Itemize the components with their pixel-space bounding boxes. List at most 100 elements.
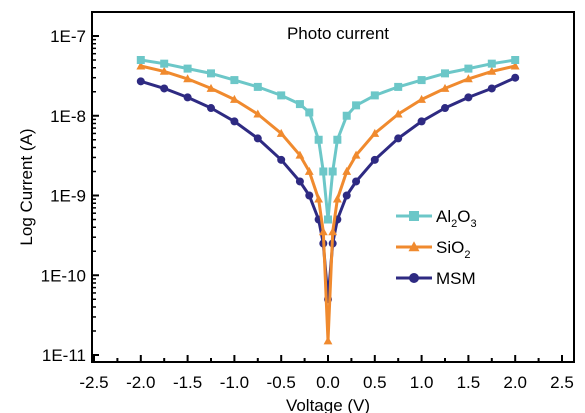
data-point-sio2 (342, 166, 352, 175)
data-point-msm (511, 73, 520, 82)
series-al2o3 (136, 56, 520, 224)
data-point-al2o3 (305, 108, 314, 117)
data-point-al2o3 (160, 59, 169, 68)
x-axis-title: Voltage (V) (286, 396, 370, 413)
y-tick-labels: 1E-11 1E-10 1E-9 1E-8 1E-7 (41, 27, 86, 365)
data-point-sio2 (253, 109, 263, 118)
legend-label-msm: MSM (436, 269, 476, 288)
x-tick-label: 1.5 (457, 373, 481, 392)
data-point-msm (277, 155, 286, 164)
y-tick-label: 1E-11 (42, 346, 86, 365)
data-point-sio2 (351, 150, 361, 159)
data-point-sio2 (314, 194, 324, 203)
legend-marker-sio2 (408, 241, 420, 252)
data-point-sio2 (206, 83, 216, 92)
y-tick-label: 1E-8 (50, 107, 86, 126)
data-point-sio2 (136, 61, 146, 70)
data-point-sio2 (276, 128, 286, 137)
data-point-al2o3 (370, 91, 379, 100)
data-point-sio2 (295, 150, 305, 159)
y-tick-label: 1E-7 (50, 27, 86, 46)
series-sio2 (136, 61, 520, 345)
data-point-sio2 (440, 83, 450, 92)
x-tick-label: 2.5 (550, 373, 574, 392)
data-point-sio2 (230, 94, 239, 103)
data-point-al2o3 (487, 59, 496, 68)
data-point-al2o3 (441, 69, 449, 78)
data-point-msm (352, 177, 361, 186)
data-point-msm (487, 84, 496, 93)
x-tick-label: 2.0 (503, 373, 527, 392)
data-point-al2o3 (464, 64, 473, 73)
data-point-sio2 (464, 74, 473, 83)
data-point-msm (305, 191, 314, 200)
axis-ticks (92, 35, 563, 362)
x-tick-label: -0.5 (267, 373, 296, 392)
data-point-msm (464, 93, 473, 102)
data-point-msm (441, 104, 449, 113)
series-msm (136, 73, 520, 304)
data-point-al2o3 (394, 82, 403, 91)
x-tick-label: -2.5 (79, 373, 108, 392)
data-point-sio2 (323, 336, 333, 345)
plot-frame (91, 11, 575, 363)
legend-marker-msm (409, 273, 419, 283)
photo-current-annotation: Photo current (287, 24, 389, 43)
legend-entry-al2o3: Al2O3 (396, 207, 477, 230)
data-point-al2o3 (328, 167, 337, 176)
data-point-al2o3 (230, 76, 239, 85)
data-point-msm (295, 177, 304, 186)
x-tick-label: 0.5 (363, 373, 387, 392)
data-point-sio2 (487, 66, 497, 75)
data-point-msm (253, 134, 262, 143)
data-point-al2o3 (319, 167, 328, 176)
data-point-al2o3 (511, 56, 520, 65)
data-point-msm (136, 77, 145, 86)
x-tick-label: -2.0 (126, 373, 155, 392)
data-point-msm (394, 134, 403, 143)
data-point-al2o3 (277, 91, 286, 100)
data-point-sio2 (370, 128, 380, 137)
y-tick-label: 1E-9 (50, 187, 86, 206)
x-tick-label: -1.5 (173, 373, 202, 392)
data-point-sio2 (510, 61, 520, 70)
data-point-sio2 (393, 109, 403, 118)
data-point-sio2 (417, 94, 426, 103)
data-point-al2o3 (333, 135, 342, 144)
x-tick-label: 1.0 (410, 373, 434, 392)
data-point-msm (207, 104, 215, 113)
x-tick-label: 0.0 (316, 373, 340, 392)
data-point-al2o3 (136, 56, 145, 65)
data-point-al2o3 (324, 215, 332, 224)
y-tick-label: 1E-10 (41, 266, 86, 285)
data-point-al2o3 (207, 69, 215, 78)
x-tick-labels: -2.5 -2.0 -1.5 -1.0 -0.5 0.0 0.5 1.0 1.5 2.0 2.5 (79, 373, 573, 392)
legend-label-sio2: SiO2 (436, 238, 470, 261)
data-point-msm (342, 191, 351, 200)
data-point-msm (417, 117, 426, 126)
legend: Al2O3 SiO2 MSM (396, 207, 477, 288)
data-point-sio2 (332, 194, 342, 203)
data-point-al2o3 (417, 76, 426, 85)
y-axis-title: Log Current (A) (17, 128, 36, 245)
series-line-msm (140, 76, 516, 301)
data-point-msm (183, 93, 192, 102)
data-point-al2o3 (314, 135, 323, 144)
data-point-sio2 (183, 74, 192, 83)
data-point-sio2 (328, 227, 338, 236)
legend-entry-sio2: SiO2 (396, 238, 470, 261)
series-layer (136, 56, 520, 345)
legend-label-al2o3: Al2O3 (436, 207, 477, 230)
x-tick-label: -1.0 (220, 373, 249, 392)
data-point-sio2 (304, 166, 314, 175)
legend-entry-msm: MSM (396, 269, 476, 288)
data-point-al2o3 (295, 100, 304, 109)
data-point-msm (160, 84, 169, 93)
data-point-msm (370, 155, 379, 164)
data-point-al2o3 (183, 64, 192, 73)
data-point-sio2 (318, 227, 328, 236)
data-point-al2o3 (253, 82, 262, 91)
legend-marker-al2o3 (409, 211, 419, 221)
data-point-sio2 (159, 66, 169, 75)
